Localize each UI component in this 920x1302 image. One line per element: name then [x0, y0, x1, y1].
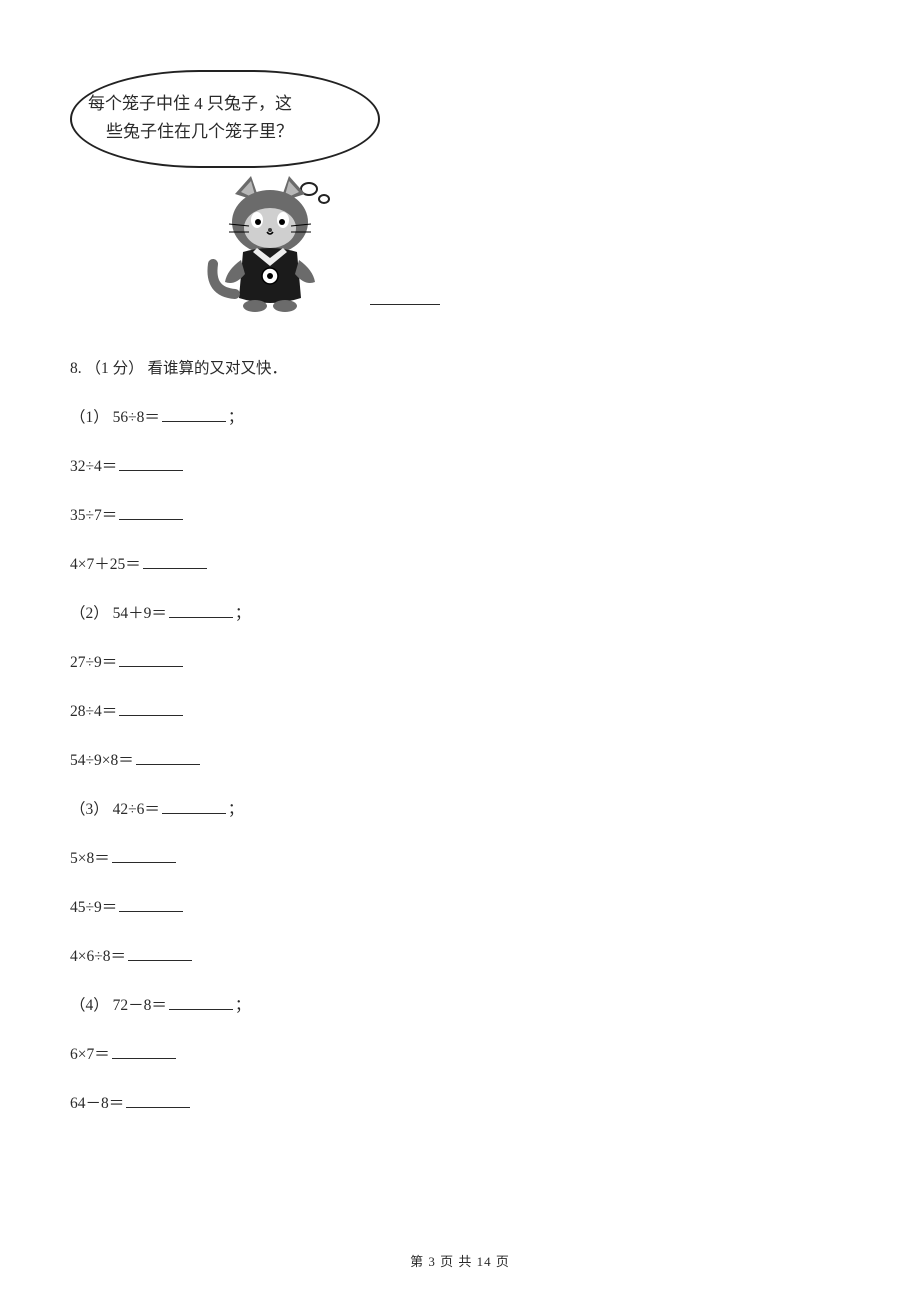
q8-g2-item3: 54÷9×8＝	[70, 750, 850, 771]
answer-blank	[126, 1093, 190, 1108]
expr: 28÷4＝	[70, 703, 117, 720]
q8-g3-lead: （3） 42÷6＝ ；	[70, 799, 850, 820]
q8-g1-item1: 32÷4＝	[70, 456, 850, 477]
expr: 27÷9＝	[70, 654, 117, 671]
answer-blank	[112, 848, 176, 863]
answer-blank	[119, 505, 183, 520]
answer-blank	[119, 701, 183, 716]
expr: 45÷9＝	[70, 899, 117, 916]
answer-blank	[169, 995, 233, 1010]
worksheet-page: 每个笼子中住 4 只兔子，这 些兔子住在几个笼子里？	[0, 0, 920, 1302]
answer-blank	[112, 1044, 176, 1059]
thought-bubble-wrap: 每个笼子中住 4 只兔子，这 些兔子住在几个笼子里？	[70, 70, 380, 168]
q8-g1-item2: 35÷7＝	[70, 505, 850, 526]
answer-blank	[128, 946, 192, 961]
expr: 6×7＝	[70, 1046, 110, 1063]
expr: 4×7＋25＝	[70, 556, 141, 573]
answer-blank	[169, 603, 233, 618]
expr: 64－8＝	[70, 1095, 124, 1112]
q8-g4-lead: （4） 72－8＝ ；	[70, 995, 850, 1016]
answer-blank	[162, 407, 226, 422]
answer-blank	[136, 750, 200, 765]
q8-g3-item1: 5×8＝	[70, 848, 850, 869]
answer-blank	[119, 652, 183, 667]
answer-blank	[119, 897, 183, 912]
answer-blank	[162, 799, 226, 814]
q8-g2-item1: 27÷9＝	[70, 652, 850, 673]
answer-blank	[119, 456, 183, 471]
cat-icon	[205, 174, 335, 314]
expr: 5×8＝	[70, 850, 110, 867]
thought-bubble: 每个笼子中住 4 只兔子，这 些兔子住在几个笼子里？	[70, 70, 380, 168]
q8-g1-lead: （1） 56÷8＝ ；	[70, 407, 850, 428]
expr: 54÷9×8＝	[70, 752, 134, 769]
q8-g1-item3: 4×7＋25＝	[70, 554, 850, 575]
q8-g3-lead-suffix: ；	[228, 801, 244, 818]
q8-g3-lead-text: （3） 42÷6＝	[70, 801, 160, 818]
q8-g3-item3: 4×6÷8＝	[70, 946, 850, 967]
q8-g2-lead-text: （2） 54＋9＝	[70, 605, 167, 622]
expr: 32÷4＝	[70, 458, 117, 475]
bubble-text-line2: 些兔子住在几个笼子里？	[88, 118, 362, 146]
answer-blank	[143, 554, 207, 569]
q8-g1-lead-text: （1） 56÷8＝	[70, 409, 160, 426]
q8-title: 8. （1 分） 看谁算的又对又快．	[70, 358, 850, 379]
q8-g3-item2: 45÷9＝	[70, 897, 850, 918]
q8-g4-lead-suffix: ；	[235, 997, 251, 1014]
character-wrap	[70, 174, 380, 324]
q8-g2-lead: （2） 54＋9＝ ；	[70, 603, 850, 624]
expr: 35÷7＝	[70, 507, 117, 524]
q8-g4-item2: 64－8＝	[70, 1093, 850, 1114]
page-footer: 第 3 页 共 14 页	[0, 1251, 920, 1270]
bubble-text-line1: 每个笼子中住 4 只兔子，这	[88, 90, 362, 118]
q8-g1-lead-suffix: ；	[228, 409, 244, 426]
q8-g2-lead-suffix: ；	[235, 605, 251, 622]
answer-blank-image	[370, 290, 440, 305]
expr: 4×6÷8＝	[70, 948, 126, 965]
q8-g2-item2: 28÷4＝	[70, 701, 850, 722]
q8-g4-lead-text: （4） 72－8＝	[70, 997, 167, 1014]
q8-g4-item1: 6×7＝	[70, 1044, 850, 1065]
